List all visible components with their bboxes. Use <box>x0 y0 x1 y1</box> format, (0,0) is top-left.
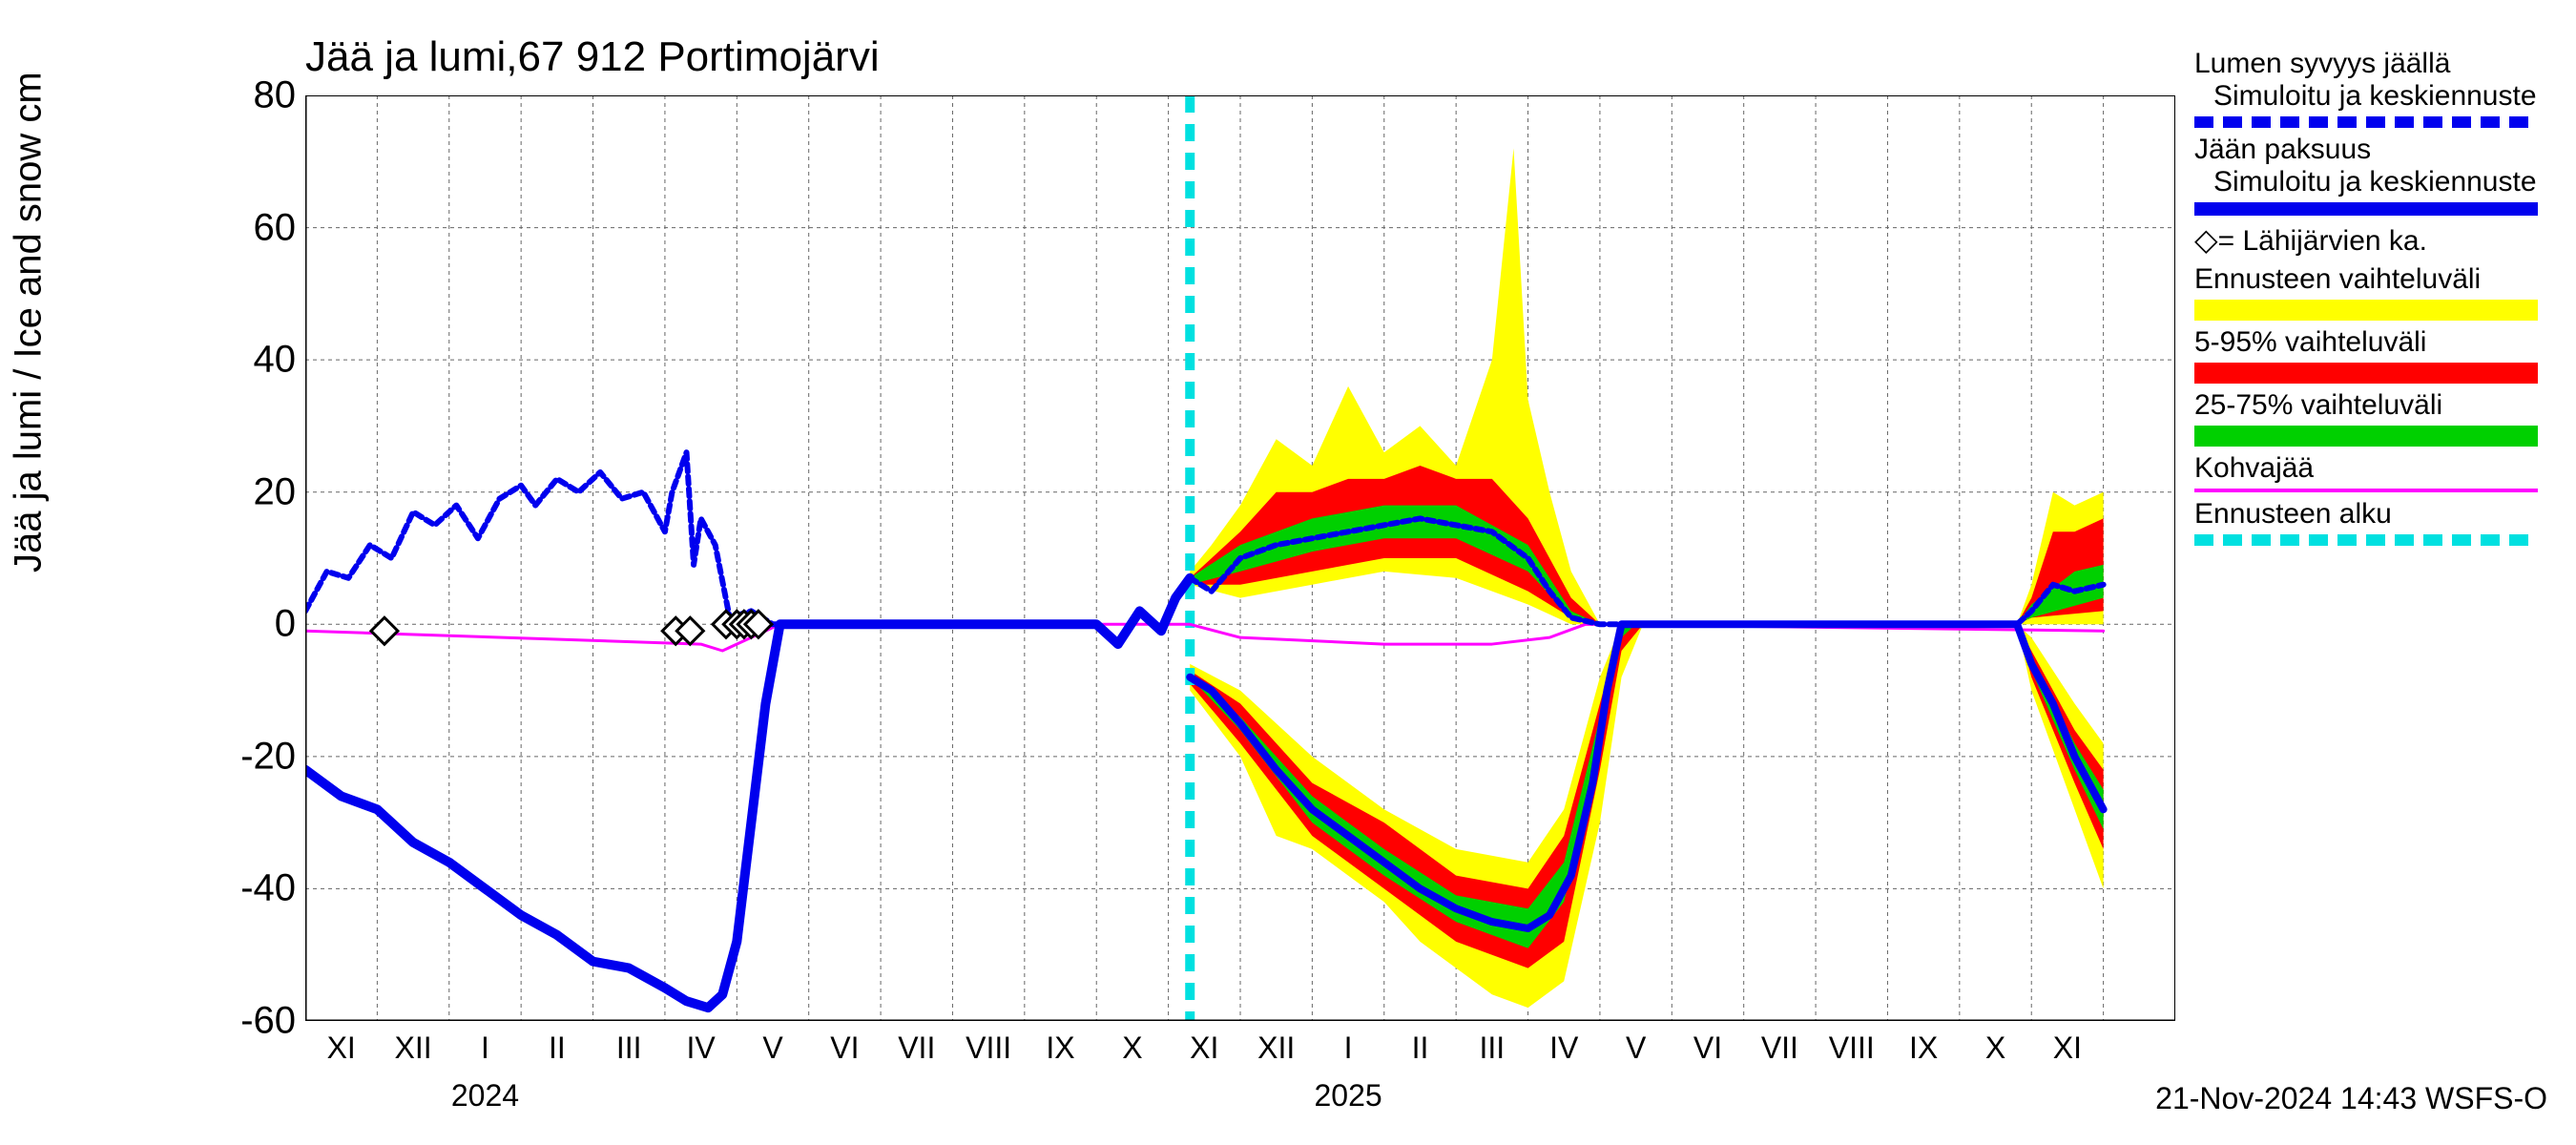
y-axis-label: Jää ja lumi / Ice and snow cm <box>8 72 51 572</box>
x-tick-label: XII <box>395 1030 432 1066</box>
x-tick-label: I <box>481 1030 489 1066</box>
x-tick-label: VI <box>1693 1030 1722 1066</box>
legend-kohvajaa: Kohvajää <box>2194 452 2557 492</box>
legend-range-full: Ennusteen vaihteluväli <box>2194 263 2557 321</box>
chart-container: Jää ja lumi,67 912 Portimojärvi Jää ja l… <box>0 0 2576 1145</box>
legend-range-5-95: 5-95% vaihteluväli <box>2194 326 2557 384</box>
x-tick-label: V <box>762 1030 782 1066</box>
x-tick-label: I <box>1344 1030 1353 1066</box>
swatch-dashed-blue <box>2194 116 2538 128</box>
swatch-solid-blue <box>2194 202 2538 216</box>
x-year-label: 2024 <box>451 1078 519 1114</box>
chart-legend: Lumen syvyys jäällä Simuloitu ja keskien… <box>2194 48 2557 552</box>
x-tick-label: XI <box>2053 1030 2082 1066</box>
swatch-yellow <box>2194 300 2538 321</box>
x-tick-label: IX <box>1046 1030 1074 1066</box>
x-tick-label: VIII <box>1829 1030 1875 1066</box>
y-tick-label: 80 <box>254 74 297 117</box>
y-tick-label: -20 <box>240 735 296 778</box>
legend-range-25-75: 25-75% vaihteluväli <box>2194 389 2557 447</box>
legend-forecast-start: Ennusteen alku <box>2194 498 2557 546</box>
swatch-red <box>2194 363 2538 384</box>
y-tick-label: 20 <box>254 470 297 513</box>
x-tick-label: IV <box>686 1030 715 1066</box>
x-tick-label: VIII <box>966 1030 1011 1066</box>
x-tick-label: VI <box>830 1030 859 1066</box>
x-tick-label: XI <box>1190 1030 1218 1066</box>
x-tick-label: VII <box>1761 1030 1798 1066</box>
x-tick-label: III <box>1480 1030 1506 1066</box>
x-tick-label: II <box>1412 1030 1429 1066</box>
legend-snow-depth: Lumen syvyys jäällä Simuloitu ja keskien… <box>2194 48 2557 128</box>
x-tick-label: XII <box>1257 1030 1295 1066</box>
x-tick-label: IV <box>1549 1030 1578 1066</box>
x-tick-label: X <box>1985 1030 2005 1066</box>
legend-ice-thickness: Jään paksuus Simuloitu ja keskiennuste <box>2194 134 2557 216</box>
x-tick-label: XI <box>327 1030 356 1066</box>
y-tick-label: 40 <box>254 339 297 382</box>
x-tick-label: X <box>1122 1030 1142 1066</box>
x-tick-label: III <box>616 1030 642 1066</box>
y-tick-label: -60 <box>240 1000 296 1043</box>
chart-title: Jää ja lumi,67 912 Portimojärvi <box>305 33 880 81</box>
chart-plot-area <box>305 95 2175 1021</box>
x-year-label: 2025 <box>1314 1078 1381 1114</box>
swatch-magenta <box>2194 489 2538 492</box>
diamond-icon: ◇ <box>2194 222 2218 257</box>
y-tick-label: 60 <box>254 206 297 249</box>
x-tick-label: V <box>1626 1030 1646 1066</box>
y-tick-label: 0 <box>275 603 296 646</box>
chart-footer-timestamp: 21-Nov-2024 14:43 WSFS-O <box>2155 1081 2547 1116</box>
y-tick-label: -40 <box>240 867 296 910</box>
legend-nearby-lakes: ◇= Lähijärvien ka. <box>2194 221 2557 258</box>
x-tick-label: IX <box>1909 1030 1938 1066</box>
x-tick-label: VII <box>898 1030 935 1066</box>
x-tick-label: II <box>549 1030 566 1066</box>
swatch-green <box>2194 426 2538 447</box>
swatch-cyan-dashed <box>2194 534 2538 546</box>
